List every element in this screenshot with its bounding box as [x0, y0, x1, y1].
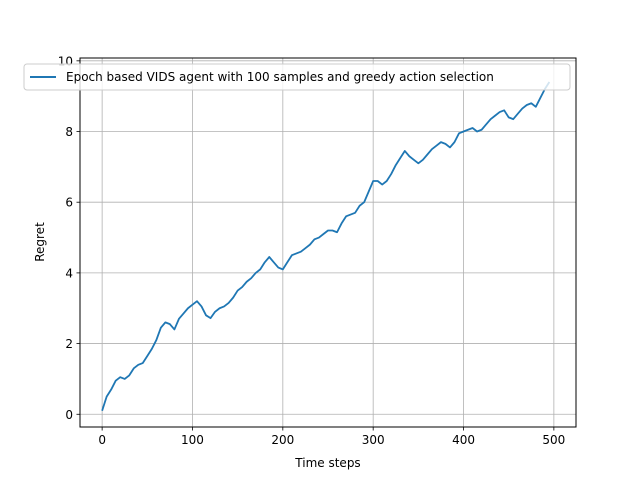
x-tick-label: 400: [452, 433, 475, 447]
x-axis-label: Time steps: [294, 456, 360, 470]
series-layer: [101, 81, 551, 412]
y-axis-label: Regret: [33, 222, 47, 262]
plot-area-frame: [79, 57, 577, 428]
y-tick-label: 0: [65, 408, 73, 422]
y-tick-label: 4: [65, 266, 73, 280]
legend: Epoch based VIDS agent with 100 samples …: [23, 63, 571, 91]
x-tick-label: 500: [542, 433, 565, 447]
series-line: [101, 81, 551, 412]
grid: [80, 58, 576, 427]
y-tick-label: 2: [65, 337, 73, 351]
x-tick-label: 0: [98, 433, 106, 447]
x-tick-label: 300: [362, 433, 385, 447]
y-tick-label: 8: [65, 125, 73, 139]
legend-box: [23, 63, 571, 91]
x-tick-label: 200: [271, 433, 294, 447]
legend-label: Epoch based VIDS agent with 100 samples …: [66, 70, 494, 84]
y-tick-label: 6: [65, 196, 73, 210]
x-tick-label: 100: [181, 433, 204, 447]
